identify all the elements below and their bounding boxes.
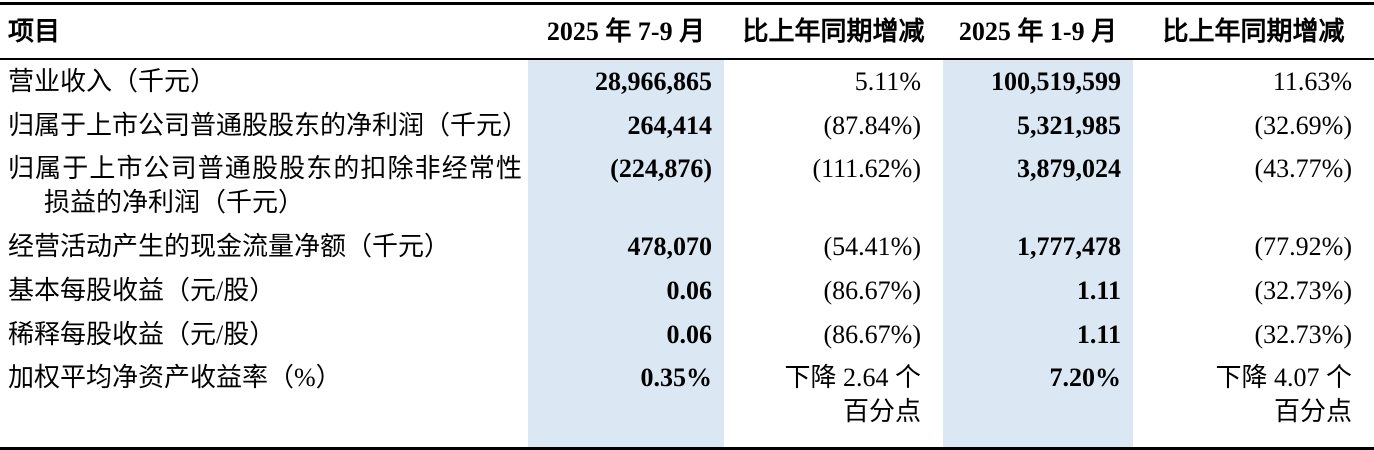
ytd-value: 7.20% bbox=[943, 356, 1133, 449]
item-label: 基本每股收益（元/股） bbox=[8, 275, 276, 305]
current-quarter-value: 0.35% bbox=[528, 356, 724, 449]
current-quarter-value: (224,876) bbox=[528, 147, 724, 225]
table-row: 归属于上市公司普通股股东的净利润（千元） 264,414 (87.84%) 5,321… bbox=[0, 103, 1374, 148]
ytd-value: 1,777,478 bbox=[943, 224, 1133, 269]
current-quarter-value: 0.06 bbox=[528, 312, 724, 357]
table-row: 经营活动产生的现金流量净额（千元） 478,070 (54.41%) 1,777,47… bbox=[0, 224, 1374, 269]
current-quarter-value: 264,414 bbox=[528, 103, 724, 148]
ytd-value: 1.11 bbox=[943, 268, 1133, 313]
quarter-change-value: 下降 2.64 个 百分点 bbox=[784, 363, 921, 427]
ytd-value: 1.11 bbox=[943, 312, 1133, 357]
ytd-value: 100,519,599 bbox=[943, 58, 1133, 104]
ytd-change-value: (32.73%) bbox=[1254, 275, 1352, 305]
item-label: 归属于上市公司普通股股东的净利润（千元） bbox=[8, 110, 529, 140]
header-current-quarter: 2025 年 7-9 月 bbox=[546, 17, 706, 46]
table-row: 稀释每股收益（元/股） 0.06 (86.67%) 1.11 (32.73%) bbox=[0, 312, 1374, 357]
quarter-change-value: 5.11% bbox=[854, 66, 921, 96]
table-header: 项目 2025 年 7-9 月 比上年同期增减 2025 年 1-9 月 比上年… bbox=[0, 4, 1374, 59]
item-label: 加权平均净资产收益率（%） bbox=[8, 363, 342, 393]
quarter-change-value: (87.84%) bbox=[823, 110, 921, 140]
header-year-to-date: 2025 年 1-9 月 bbox=[958, 17, 1118, 46]
current-quarter-value: 28,966,865 bbox=[528, 58, 724, 104]
item-label: 稀释每股收益（元/股） bbox=[8, 319, 276, 349]
header-item: 项目 bbox=[8, 17, 61, 46]
table-row: 营业收入（千元） 28,966,865 5.11% 100,519,599 11.63% bbox=[0, 58, 1374, 104]
table-row: 加权平均净资产收益率（%） 0.35% 下降 2.64 个 百分点 7.20% 下降 4… bbox=[0, 356, 1374, 449]
quarter-change-value: (86.67%) bbox=[823, 319, 921, 349]
quarter-change-value: (86.67%) bbox=[823, 275, 921, 305]
ytd-change-value: (32.69%) bbox=[1254, 110, 1352, 140]
ytd-change-value: 11.63% bbox=[1272, 66, 1352, 96]
table-row: 归属于上市公司普通股股东的扣除非经常性损益的净利润（千元） (224,876) (1… bbox=[0, 147, 1374, 225]
header-quarter-change: 比上年同期增减 bbox=[742, 17, 925, 46]
ytd-value: 5,321,985 bbox=[943, 103, 1133, 148]
current-quarter-value: 478,070 bbox=[528, 224, 724, 269]
current-quarter-value: 0.06 bbox=[528, 268, 724, 313]
item-label: 营业收入（千元） bbox=[8, 66, 217, 96]
ytd-value: 3,879,024 bbox=[943, 147, 1133, 225]
item-label: 归属于上市公司普通股股东的扣除非经常性损益的净利润（千元） bbox=[8, 154, 522, 218]
quarter-change-value: (111.62%) bbox=[812, 154, 921, 184]
quarter-change-value: (54.41%) bbox=[823, 231, 921, 261]
ytd-change-value: 下降 4.07 个 百分点 bbox=[1215, 363, 1352, 427]
ytd-change-value: (43.77%) bbox=[1254, 154, 1352, 184]
table-body: 营业收入（千元） 28,966,865 5.11% 100,519,599 11.63%… bbox=[0, 58, 1374, 449]
header-ytd-change: 比上年同期增减 bbox=[1162, 17, 1345, 46]
item-label: 经营活动产生的现金流量净额（千元） bbox=[8, 231, 451, 261]
header-row: 项目 2025 年 7-9 月 比上年同期增减 2025 年 1-9 月 比上年… bbox=[0, 4, 1374, 59]
ytd-change-value: (32.73%) bbox=[1254, 319, 1352, 349]
ytd-change-value: (77.92%) bbox=[1254, 231, 1352, 261]
table-row: 基本每股收益（元/股） 0.06 (86.67%) 1.11 (32.73%) bbox=[0, 268, 1374, 313]
